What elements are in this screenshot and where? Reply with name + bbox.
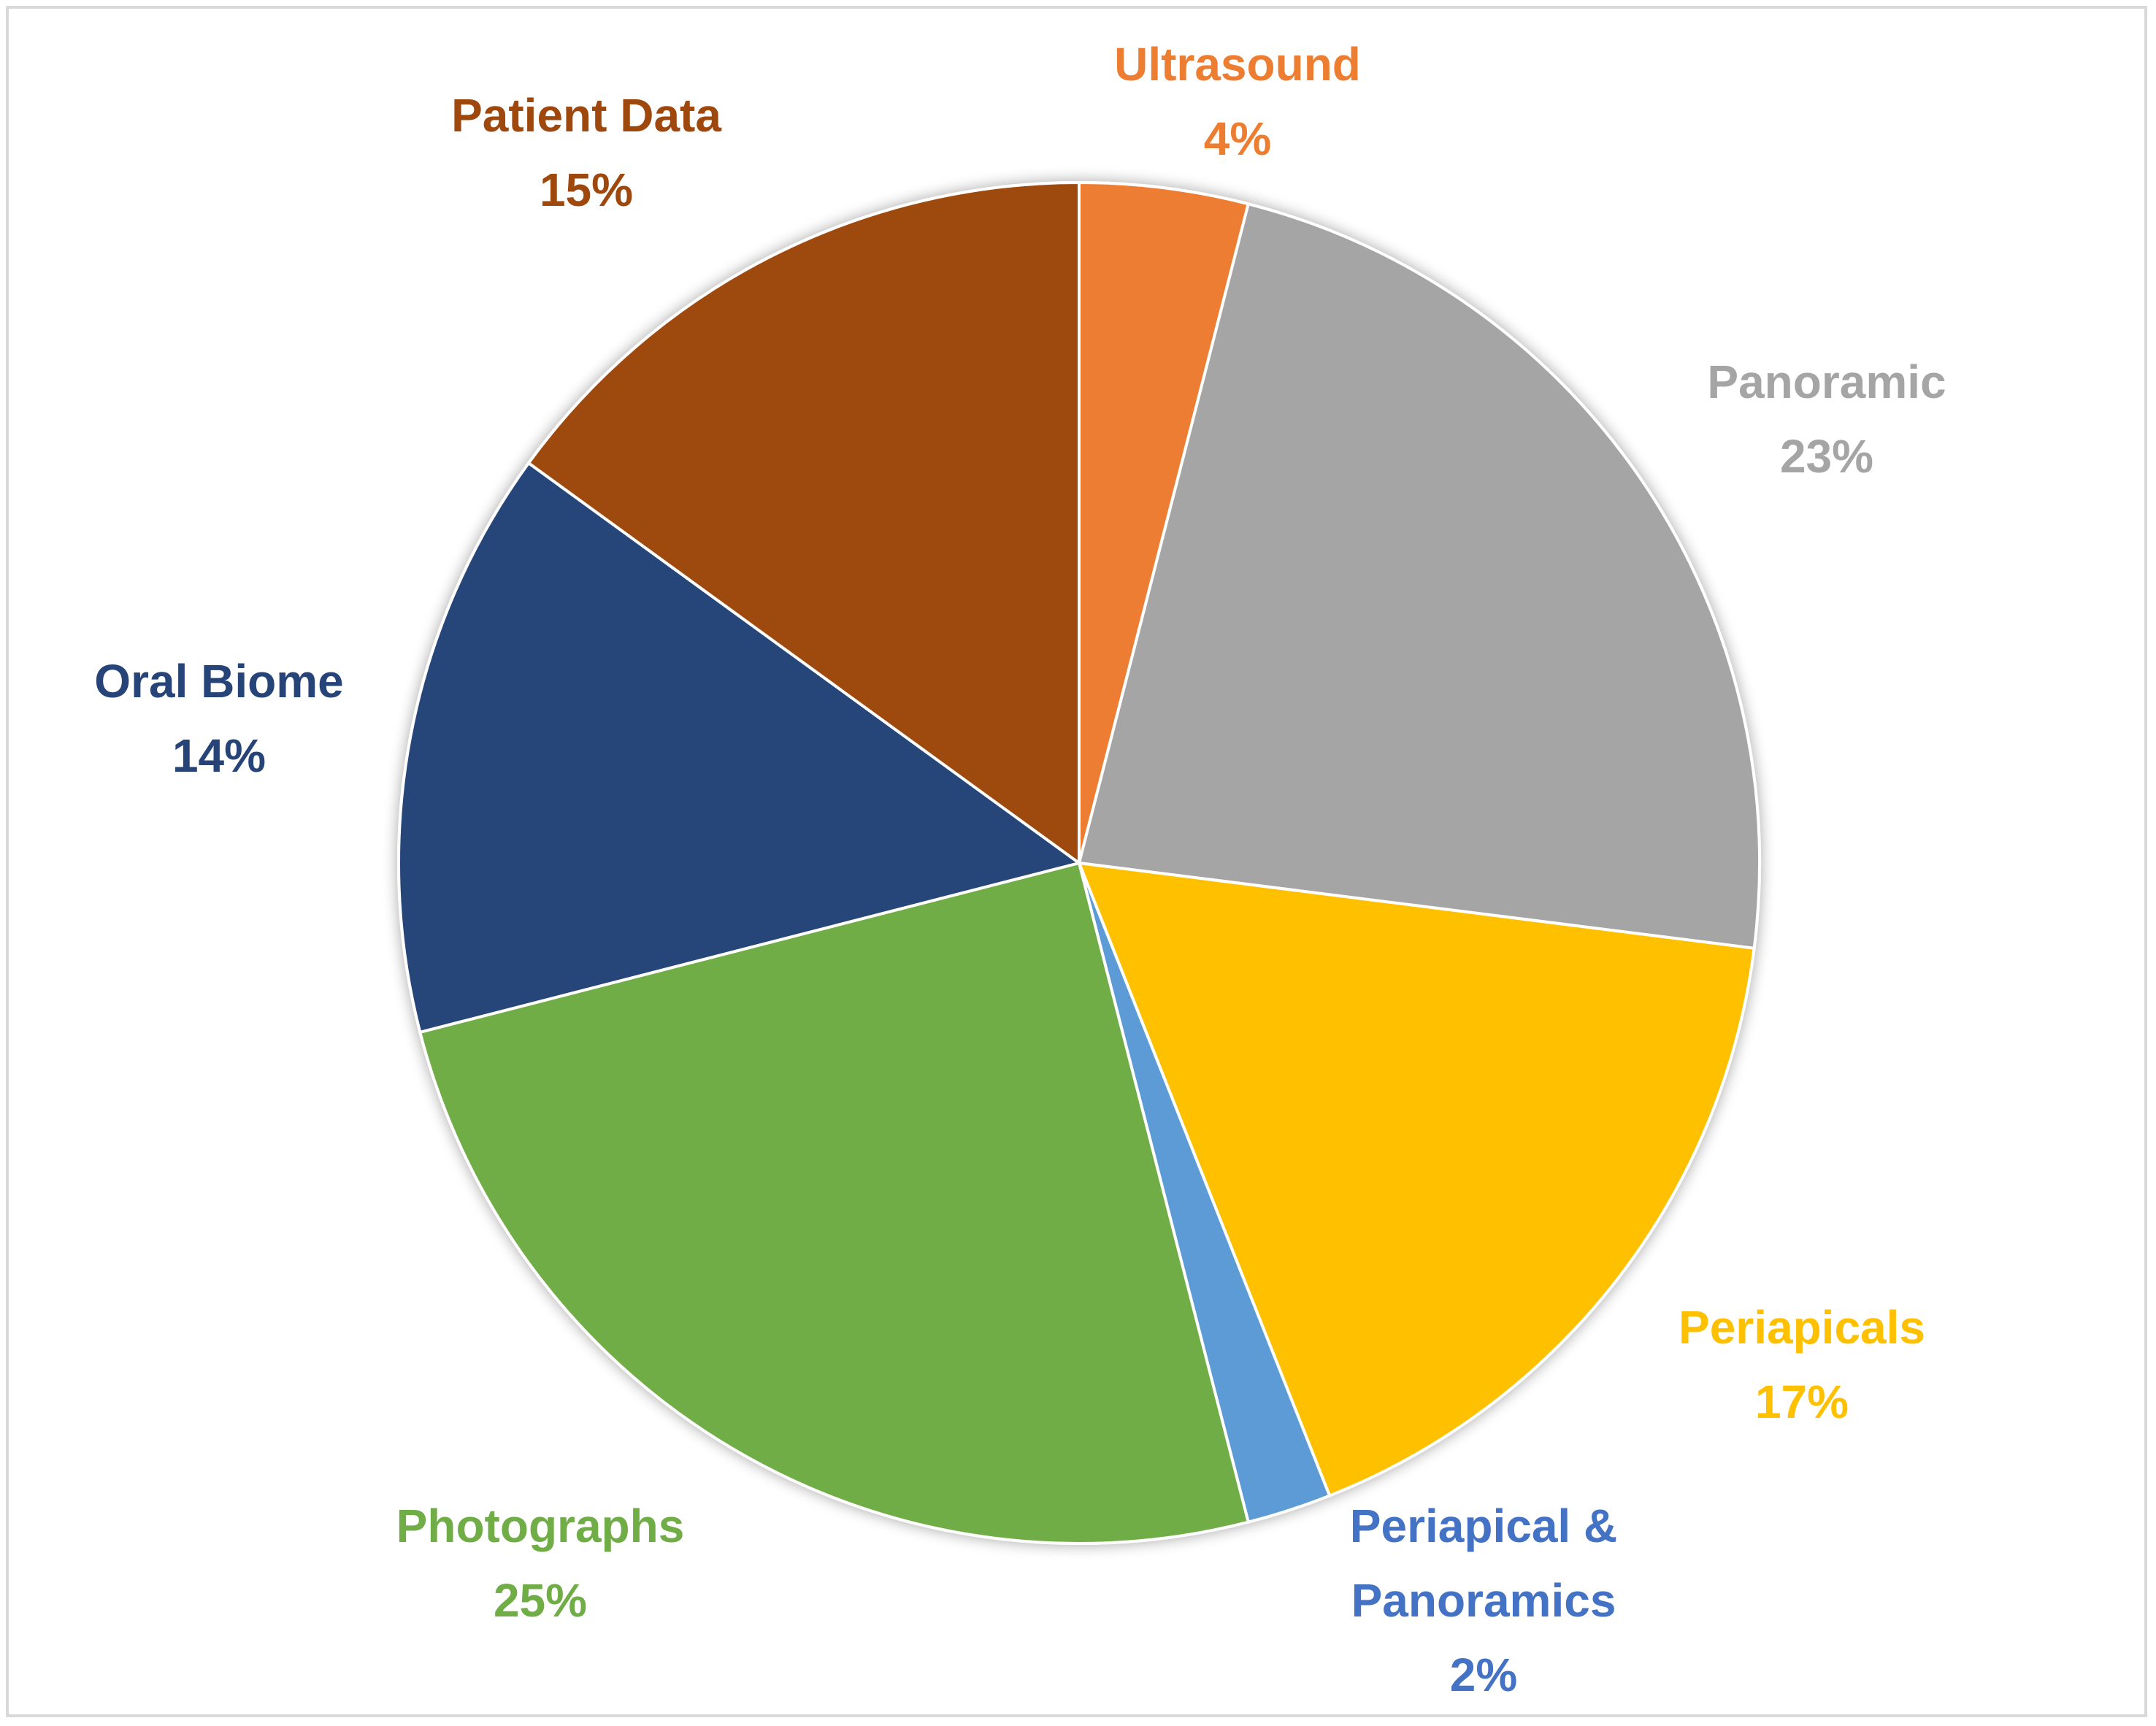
pie-slice-periapicals bbox=[1076, 861, 1756, 1498]
slice-label-patient-data: Patient Data 15% bbox=[451, 89, 721, 216]
slice-label-percent: 17% bbox=[1755, 1376, 1849, 1428]
slice-label-percent: 23% bbox=[1780, 430, 1873, 483]
pie-slice-photographs bbox=[418, 861, 1251, 1545]
slice-label-name: Periapical & bbox=[1350, 1500, 1617, 1552]
slice-label-percent: 2% bbox=[1450, 1649, 1518, 1701]
slice-label-name: Patient Data bbox=[451, 89, 721, 142]
slice-label-name: Periapicals bbox=[1679, 1301, 1925, 1354]
slice-label-name: Photographs bbox=[396, 1500, 685, 1552]
slice-label-percent: 14% bbox=[172, 729, 266, 782]
slice-label-oral-biome: Oral Biome 14% bbox=[94, 655, 343, 782]
slice-label-name: Ultrasound bbox=[1114, 38, 1361, 91]
pie-slice-patient-data bbox=[526, 180, 1081, 866]
slice-label-percent: 15% bbox=[540, 164, 633, 216]
slice-label-name: Panoramics bbox=[1351, 1574, 1616, 1627]
pie-slice-oral-biome bbox=[397, 461, 1083, 1035]
slice-label-percent: 4% bbox=[1204, 112, 1272, 165]
slice-label-periapicals: Periapicals 17% bbox=[1679, 1301, 1925, 1428]
pie-labels: Ultrasound 4%Panoramic 23%Periapicals 17%Pe… bbox=[94, 38, 1946, 1701]
slice-label-photographs: Photographs 25% bbox=[396, 1500, 685, 1627]
slice-label-ultrasound: Ultrasound 4% bbox=[1114, 38, 1361, 165]
slice-label-name: Panoramic bbox=[1707, 356, 1946, 408]
slice-label-panoramic: Panoramic 23% bbox=[1707, 356, 1946, 483]
pie-slice-panoramic bbox=[1077, 202, 1761, 951]
pie-slices bbox=[397, 180, 1761, 1545]
slice-label-percent: 25% bbox=[494, 1574, 587, 1627]
slice-label-periapical-and-panoramics: Periapical & Panoramics 2% bbox=[1350, 1500, 1617, 1701]
slice-label-name: Oral Biome bbox=[94, 655, 343, 707]
